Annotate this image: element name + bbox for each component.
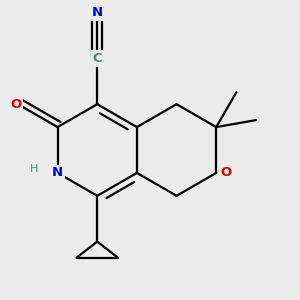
Text: H: H bbox=[30, 164, 38, 174]
Text: N: N bbox=[92, 6, 103, 19]
Text: C: C bbox=[92, 52, 102, 65]
Text: O: O bbox=[221, 167, 232, 179]
Text: N: N bbox=[52, 167, 63, 179]
Text: O: O bbox=[10, 98, 21, 111]
